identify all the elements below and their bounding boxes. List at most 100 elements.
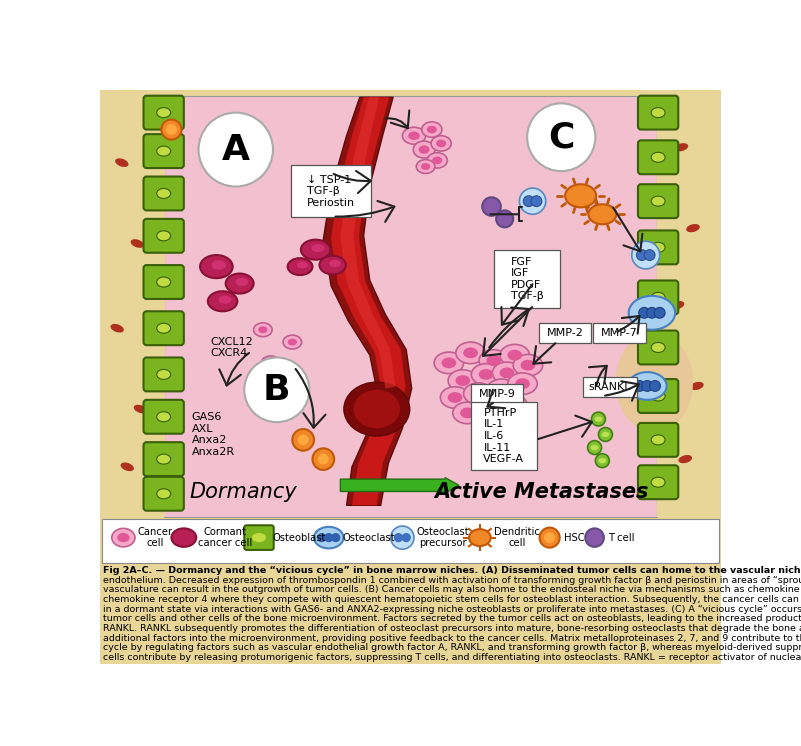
Text: tumor cells and other cells of the bone microenvironment. Factors secreted by th: tumor cells and other cells of the bone …	[103, 614, 801, 623]
Text: CXCL12
CXCR4: CXCL12 CXCR4	[210, 336, 253, 358]
Text: sRANKL: sRANKL	[589, 382, 631, 392]
Ellipse shape	[157, 277, 171, 287]
Ellipse shape	[674, 143, 688, 151]
Ellipse shape	[261, 356, 280, 370]
Polygon shape	[331, 97, 405, 505]
Text: ↓ TSP-1
TGF-β
Periostin: ↓ TSP-1 TGF-β Periostin	[307, 175, 355, 207]
Text: Osteoclast
precursor: Osteoclast precursor	[417, 527, 469, 548]
Circle shape	[292, 429, 314, 451]
Ellipse shape	[353, 390, 400, 428]
Ellipse shape	[312, 244, 324, 252]
Ellipse shape	[476, 398, 505, 420]
FancyBboxPatch shape	[470, 384, 523, 404]
Ellipse shape	[479, 369, 493, 380]
Circle shape	[654, 307, 665, 319]
Ellipse shape	[508, 373, 537, 395]
Bar	[102, 519, 719, 563]
Ellipse shape	[448, 370, 477, 392]
FancyBboxPatch shape	[638, 184, 678, 218]
Ellipse shape	[515, 378, 530, 389]
Ellipse shape	[171, 528, 196, 547]
Text: cycle by regulating factors such as vascular endothelial growth factor A, RANKL,: cycle by regulating factors such as vasc…	[103, 643, 801, 652]
Ellipse shape	[602, 432, 610, 437]
Text: PTHrP
IL-1
IL-6
IL-11
VEGF-A: PTHrP IL-1 IL-6 IL-11 VEGF-A	[483, 408, 525, 464]
Text: MMP-9: MMP-9	[478, 389, 515, 399]
Ellipse shape	[448, 392, 462, 403]
Ellipse shape	[266, 360, 276, 366]
Circle shape	[394, 533, 403, 542]
Text: endothelium. Decreased expression of thrombospondin 1 combined with activation o: endothelium. Decreased expression of thr…	[103, 576, 801, 585]
FancyBboxPatch shape	[638, 423, 678, 457]
Ellipse shape	[219, 295, 231, 304]
Text: C: C	[548, 120, 574, 154]
Circle shape	[298, 434, 308, 445]
Ellipse shape	[651, 292, 665, 302]
Circle shape	[519, 188, 545, 214]
FancyBboxPatch shape	[143, 265, 183, 299]
FancyBboxPatch shape	[143, 442, 183, 476]
Ellipse shape	[494, 384, 509, 395]
Ellipse shape	[590, 445, 598, 451]
Polygon shape	[324, 97, 412, 505]
Circle shape	[642, 380, 653, 392]
Text: Osteoblast: Osteoblast	[273, 533, 326, 542]
Ellipse shape	[121, 463, 134, 471]
FancyBboxPatch shape	[539, 323, 591, 343]
FancyBboxPatch shape	[143, 219, 183, 253]
Ellipse shape	[456, 375, 470, 386]
Text: Cormant
cancer cell: Cormant cancer cell	[198, 527, 252, 548]
Ellipse shape	[651, 435, 665, 445]
Ellipse shape	[157, 107, 171, 118]
FancyBboxPatch shape	[638, 330, 678, 364]
FancyBboxPatch shape	[638, 280, 678, 314]
Text: Osteoclast: Osteoclast	[343, 533, 396, 542]
Ellipse shape	[497, 395, 527, 416]
Ellipse shape	[427, 153, 447, 168]
Ellipse shape	[651, 152, 665, 163]
FancyBboxPatch shape	[143, 134, 183, 168]
Ellipse shape	[628, 372, 666, 400]
Ellipse shape	[500, 368, 514, 378]
Ellipse shape	[436, 140, 446, 147]
Ellipse shape	[157, 231, 171, 241]
Ellipse shape	[513, 354, 542, 376]
Ellipse shape	[207, 291, 237, 311]
Circle shape	[318, 454, 328, 465]
Text: MMP-2: MMP-2	[547, 327, 584, 338]
Text: T cell: T cell	[609, 533, 635, 542]
FancyBboxPatch shape	[143, 311, 183, 345]
Ellipse shape	[134, 405, 147, 413]
Ellipse shape	[419, 145, 429, 154]
Circle shape	[588, 441, 602, 454]
Ellipse shape	[417, 160, 435, 174]
Ellipse shape	[500, 345, 529, 366]
Text: Dendritic
cell: Dendritic cell	[494, 527, 540, 548]
FancyBboxPatch shape	[638, 231, 678, 264]
Text: HSC: HSC	[564, 533, 584, 542]
FancyBboxPatch shape	[291, 165, 372, 217]
Circle shape	[324, 533, 333, 542]
Ellipse shape	[598, 458, 606, 463]
Ellipse shape	[111, 324, 124, 333]
Ellipse shape	[402, 128, 425, 144]
Ellipse shape	[566, 184, 596, 207]
Ellipse shape	[651, 477, 665, 487]
Circle shape	[632, 241, 660, 269]
Ellipse shape	[157, 489, 171, 499]
Ellipse shape	[211, 260, 226, 270]
Text: in a dormant state via interactions with GAS6- and ANXA2-expressing niche osteob: in a dormant state via interactions with…	[103, 605, 801, 614]
Ellipse shape	[441, 386, 470, 408]
Text: A: A	[222, 133, 250, 166]
FancyBboxPatch shape	[143, 400, 183, 433]
Ellipse shape	[413, 141, 435, 158]
Ellipse shape	[157, 412, 171, 421]
FancyBboxPatch shape	[494, 250, 561, 308]
Ellipse shape	[486, 355, 501, 366]
Circle shape	[634, 380, 645, 392]
Ellipse shape	[479, 350, 509, 372]
Circle shape	[523, 195, 534, 207]
Circle shape	[637, 250, 647, 260]
Circle shape	[638, 307, 650, 319]
Ellipse shape	[456, 342, 485, 363]
FancyBboxPatch shape	[593, 323, 646, 343]
